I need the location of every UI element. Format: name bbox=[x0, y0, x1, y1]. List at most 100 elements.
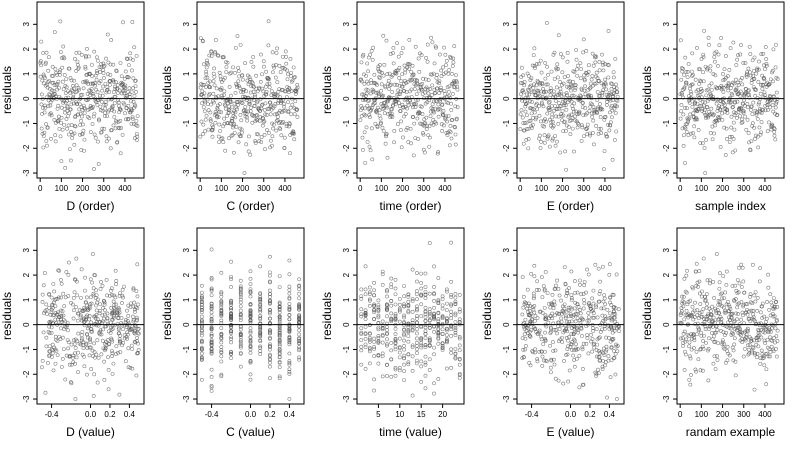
residual-point bbox=[433, 98, 438, 103]
residual-point bbox=[701, 339, 705, 343]
residual-point bbox=[679, 103, 684, 107]
residual-point bbox=[360, 106, 365, 111]
residual-point bbox=[711, 280, 716, 284]
residual-point bbox=[423, 343, 428, 348]
residual-point bbox=[277, 326, 282, 330]
residual-point bbox=[67, 111, 72, 116]
residual-point bbox=[752, 68, 756, 73]
residual-point bbox=[389, 317, 394, 322]
residual-point bbox=[593, 262, 598, 267]
residual-point bbox=[749, 139, 754, 143]
residual-point bbox=[706, 115, 710, 120]
y-tick-label: -2 bbox=[342, 144, 351, 152]
residual-point bbox=[391, 51, 395, 55]
residual-point bbox=[241, 89, 246, 94]
residual-point bbox=[573, 300, 578, 305]
residual-point bbox=[700, 344, 705, 349]
residual-point bbox=[131, 58, 135, 62]
residual-point bbox=[381, 93, 385, 98]
residual-point bbox=[695, 280, 700, 285]
residual-point bbox=[127, 63, 131, 68]
residual-point bbox=[258, 344, 263, 349]
residual-point bbox=[49, 73, 54, 78]
y-tick-label: -3 bbox=[662, 169, 671, 177]
residual-point bbox=[426, 91, 431, 96]
residual-point bbox=[724, 108, 729, 113]
residual-point bbox=[262, 132, 267, 137]
residual-point bbox=[274, 119, 279, 124]
residual-point bbox=[277, 307, 282, 311]
residual-point bbox=[393, 82, 397, 87]
y-tick-label: 0 bbox=[342, 96, 351, 101]
residual-point bbox=[534, 62, 539, 67]
residual-point bbox=[583, 106, 588, 110]
residual-point bbox=[612, 349, 617, 353]
residual-point bbox=[56, 118, 61, 123]
residual-point bbox=[109, 306, 114, 310]
residual-point bbox=[406, 321, 411, 326]
residual-point bbox=[275, 118, 280, 123]
residual-point bbox=[561, 310, 566, 315]
residual-point bbox=[680, 336, 685, 340]
residual-point bbox=[432, 292, 436, 297]
residual-point bbox=[287, 351, 292, 356]
residual-point bbox=[695, 313, 700, 318]
residual-point bbox=[219, 314, 224, 319]
residual-point bbox=[268, 342, 272, 347]
residual-point bbox=[287, 397, 292, 401]
residual-point bbox=[238, 295, 243, 300]
residual-point bbox=[277, 340, 282, 345]
residual-point bbox=[61, 313, 66, 318]
residual-point bbox=[575, 125, 580, 130]
residual-point bbox=[754, 112, 759, 117]
y-axis-label: residuals bbox=[480, 292, 494, 340]
residual-point bbox=[571, 332, 576, 337]
residual-point bbox=[572, 279, 577, 283]
residual-point bbox=[402, 320, 406, 325]
residual-point bbox=[736, 83, 741, 87]
residual-point bbox=[258, 308, 263, 312]
residual-point bbox=[600, 52, 604, 57]
residual-point bbox=[429, 35, 434, 40]
residual-point bbox=[238, 313, 243, 318]
residual-point bbox=[564, 335, 569, 340]
residual-point bbox=[198, 85, 203, 90]
residual-point bbox=[386, 95, 391, 100]
residual-point bbox=[521, 90, 526, 95]
residual-point bbox=[615, 94, 620, 99]
residual-point bbox=[709, 92, 713, 97]
residual-point bbox=[589, 339, 593, 344]
residual-point bbox=[385, 302, 389, 307]
residual-point bbox=[594, 373, 599, 378]
residual-point bbox=[85, 308, 90, 313]
residual-point bbox=[436, 321, 441, 326]
residual-point bbox=[684, 352, 688, 357]
residual-point bbox=[765, 300, 769, 304]
residual-point bbox=[579, 326, 584, 331]
residual-point bbox=[78, 93, 83, 97]
residual-point bbox=[698, 346, 703, 351]
residual-point bbox=[761, 51, 766, 56]
residual-point bbox=[266, 19, 271, 24]
residual-point bbox=[590, 131, 595, 135]
y-tick-label: -1 bbox=[502, 119, 511, 127]
residual-point bbox=[521, 73, 526, 78]
residual-point bbox=[704, 93, 709, 98]
residual-point bbox=[385, 289, 389, 294]
residual-point bbox=[94, 288, 98, 293]
residual-point bbox=[615, 98, 620, 103]
residual-point bbox=[450, 72, 454, 76]
residual-point bbox=[402, 284, 406, 289]
residual-point bbox=[297, 291, 302, 296]
residual-point bbox=[423, 373, 428, 378]
residual-point bbox=[369, 108, 374, 112]
residual-point bbox=[774, 101, 779, 106]
residual-point bbox=[410, 267, 415, 272]
residual-point bbox=[605, 307, 610, 312]
residual-point bbox=[453, 295, 458, 300]
residual-point bbox=[80, 352, 85, 357]
residual-point bbox=[436, 336, 441, 341]
residual-point bbox=[219, 299, 224, 303]
residual-point bbox=[444, 58, 449, 63]
